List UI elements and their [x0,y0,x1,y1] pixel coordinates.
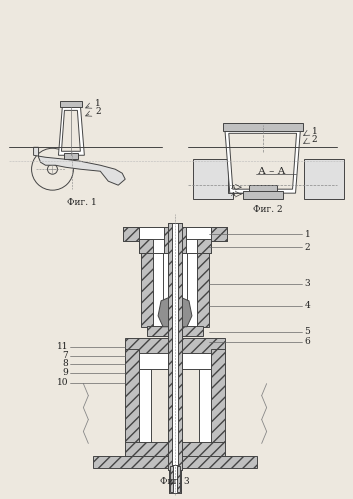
Text: 9: 9 [63,368,68,377]
Text: Фиг. 1: Фиг. 1 [67,198,97,207]
Text: 10: 10 [57,378,68,387]
Bar [187,253,197,327]
Bar [169,466,181,494]
Bar [211,227,227,241]
Polygon shape [59,105,84,155]
Bar [125,338,225,354]
Text: 5: 5 [305,327,310,336]
Text: 11: 11 [57,342,68,351]
Bar [123,227,227,241]
Bar [168,223,172,471]
Bar [164,227,169,287]
Bar [164,227,186,287]
Bar [243,191,283,199]
Bar [211,349,225,444]
Polygon shape [229,133,297,189]
Bar [181,227,186,287]
Bar [139,227,211,241]
Bar [193,159,233,199]
Text: 2: 2 [305,243,310,251]
Text: 2: 2 [96,107,101,116]
Text: 6: 6 [305,337,310,346]
Polygon shape [61,110,80,151]
Text: А: А [232,192,236,197]
Text: 1: 1 [305,230,310,239]
Bar [153,253,163,327]
Bar [170,467,173,493]
Text: Фиг. 3: Фиг. 3 [160,477,190,486]
Text: 7: 7 [63,351,68,360]
Bar [147,326,203,336]
Bar [65,153,78,159]
Bar [139,353,211,369]
Bar [153,253,197,327]
Bar [60,101,82,107]
Bar [197,253,209,327]
Bar [197,239,211,253]
Bar [139,369,151,444]
Text: Фиг. 2: Фиг. 2 [253,205,282,214]
Polygon shape [34,147,125,185]
Bar [141,253,153,327]
Text: 1: 1 [312,127,317,136]
Bar [249,185,277,193]
Bar [199,369,211,444]
Text: 2: 2 [312,135,317,144]
Circle shape [31,148,73,190]
Polygon shape [225,128,300,193]
Bar [178,223,182,471]
Bar [177,467,180,493]
Bar [139,239,211,253]
Text: 1: 1 [95,99,101,108]
Bar [223,123,303,131]
Bar [228,171,282,193]
Bar [305,159,344,199]
Bar [139,239,153,253]
Text: 8: 8 [63,359,68,368]
Polygon shape [158,295,192,327]
Bar [93,457,257,469]
Bar [125,443,225,457]
Bar [125,349,139,444]
Circle shape [48,164,58,174]
Bar [168,223,182,471]
Text: А: А [232,185,236,190]
Text: 4: 4 [305,301,310,310]
Text: А – А: А – А [258,167,285,176]
Text: 3: 3 [305,279,310,288]
Bar [123,227,139,241]
